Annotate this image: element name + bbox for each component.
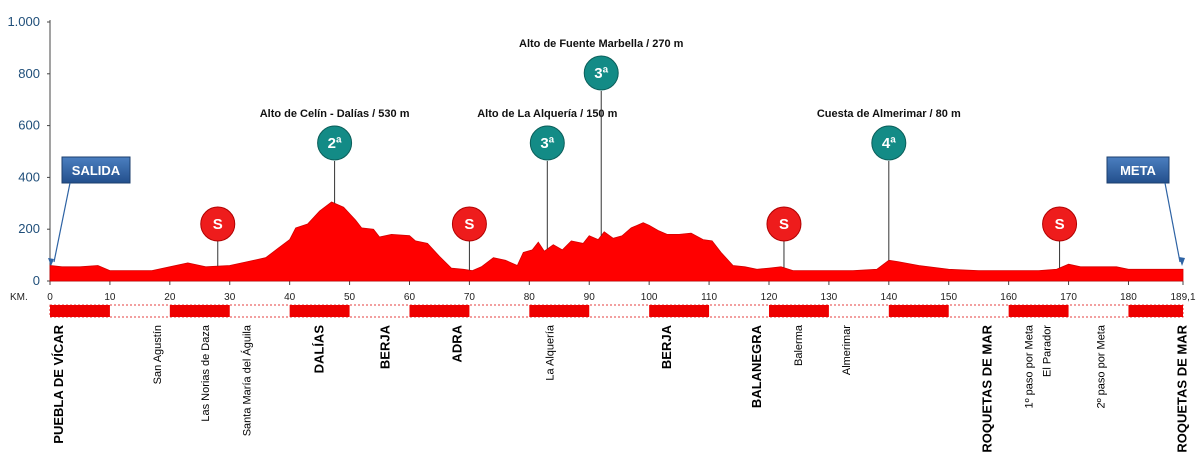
km-bar-segment [649,305,710,317]
town-label-minor: La Alquería [544,324,556,381]
km-bar [49,304,1184,318]
towns: PUEBLA DE VÍCAR San Agustín Las Norias de … [51,324,1189,452]
town-label-major: BALANEGRA [749,324,764,408]
town-label-minor: Las Norias de Daza [200,324,212,421]
x-tick-label: 10 [104,292,116,303]
climb-name-label: Alto de La Alquería / 150 m [477,108,617,120]
km-bar-segment [1008,305,1069,317]
sprint-label: S [1055,216,1065,233]
town-label-major: ROQUETAS DE MAR [1174,324,1189,452]
climb-category-label: 3ª [540,135,554,152]
x-tick-label: 130 [821,292,838,303]
climb-name-label: Alto de Celín - Dalías / 530 m [260,108,410,120]
start-flag [61,156,131,184]
x-tick-label: 180 [1120,292,1137,303]
km-bar-segment [768,305,829,317]
start-flag-label: SALIDA [72,163,121,178]
x-tick-label: 90 [584,292,596,303]
y-tick-label: 400 [18,169,40,184]
km-bar-segment [50,305,110,317]
elevation-profile [49,201,1184,282]
town-label-minor: Santa María del Águila [241,324,254,436]
y-tick-label: 0 [33,273,40,288]
x-tick-label: 30 [224,292,236,303]
y-tick-label: 800 [18,66,40,81]
x-tick-label: 110 [701,292,717,303]
x-axis-label: KM. [10,292,28,303]
km-bar-segment [289,305,350,317]
km-bar-segment [529,305,590,317]
markers: 2ª Alto de Celín - Dalías / 530 m 3ª Alto d… [48,38,1185,271]
km-bar-segment [888,305,949,317]
town-label-minor: San Agustín [152,325,164,384]
town-label-minor: Almerimar [841,325,853,375]
y-tick-label: 600 [18,118,40,133]
climb-category-label: 4ª [882,135,896,152]
sprint-badge [1042,206,1078,242]
x-tick-label: 189,1 [1170,292,1195,303]
climb-category-badge [583,55,619,91]
finish-flag-label: META [1120,163,1156,178]
x-tick-label: 170 [1060,292,1077,303]
finish-flag-pointer [1164,182,1181,263]
sprint-badge [451,206,487,242]
x-tick-label: 100 [641,292,658,303]
town-label-minor: El Parador [1042,325,1054,377]
finish-flag [1106,156,1170,184]
km-bar-segment [409,305,470,317]
x-tick-label: 120 [761,292,778,303]
town-label-major: PUEBLA DE VÍCAR [51,324,66,443]
town-label-major: ROQUETAS DE MAR [980,324,995,452]
start-flag-arrowhead [48,258,54,266]
town-label-major: BERJA [659,324,674,369]
town-label-minor: 1º paso por Meta [1024,324,1036,408]
x-tick-label: 20 [164,292,176,303]
sprint-label: S [213,216,223,233]
x-tick-label: 80 [524,292,536,303]
x-tick-label: 140 [880,292,897,303]
town-label-major: BERJA [378,324,393,369]
town-label-major: DALÍAS [312,325,327,374]
x-tick-label: 0 [47,292,53,303]
town-label-major: ADRA [449,324,464,362]
climb-category-badge [871,125,907,161]
climb-category-badge [529,125,565,161]
x-tick-label: 150 [940,292,957,303]
finish-flag-arrowhead [1179,257,1185,266]
sprint-label: S [779,216,789,233]
sprint-label: S [464,216,474,233]
climb-name-label: Alto de Fuente Marbella / 270 m [519,38,684,50]
town-label-minor: 2º paso por Meta [1096,324,1108,408]
climb-category-label: 3ª [594,65,608,82]
x-tick-label: 160 [1000,292,1017,303]
climb-name-label: Cuesta de Almerimar / 80 m [817,108,961,120]
km-bar-segment [169,305,230,317]
climb-category-badge [317,125,353,161]
sprint-badge [766,206,802,242]
x-tick-label: 40 [284,292,296,303]
climb-category-label: 2ª [328,135,342,152]
x-tick-label: 50 [344,292,356,303]
town-label-minor: Balerma [793,324,805,366]
sprint-badge [200,206,236,242]
x-tick-label: 70 [464,292,476,303]
elevation-area [49,201,1184,282]
x-tick-label: 60 [404,292,416,303]
km-bar-segment [1128,305,1183,317]
y-tick-label: 200 [18,221,40,236]
y-tick-label: 1.000 [7,14,40,29]
start-flag-pointer [53,182,71,263]
